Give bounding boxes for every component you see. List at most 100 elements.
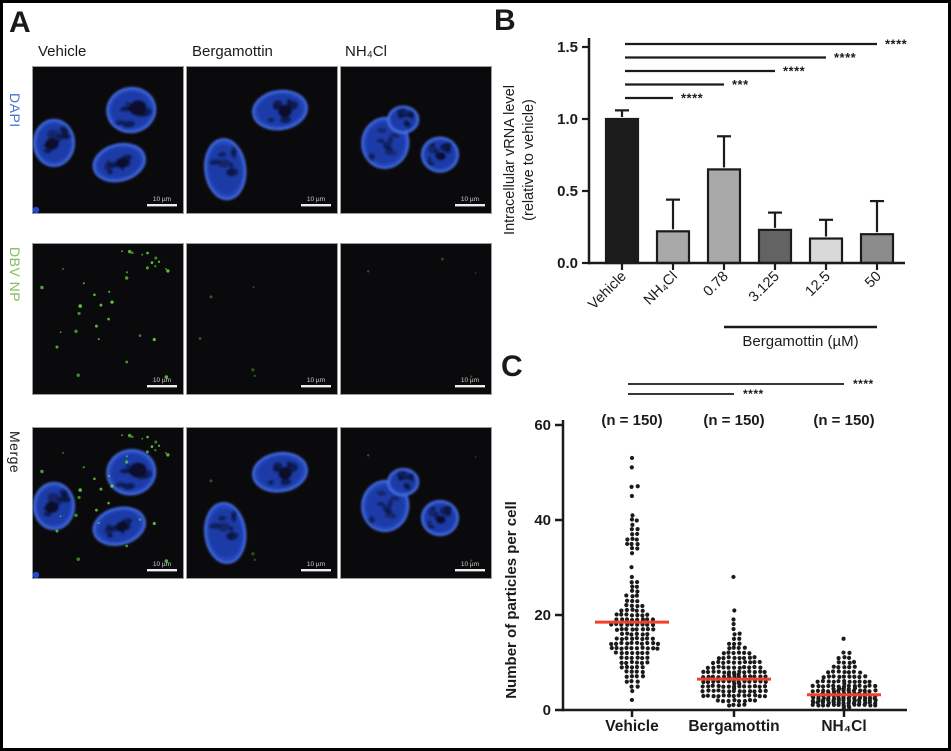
scale-bar — [147, 204, 177, 207]
scale-bar — [455, 385, 485, 388]
column-header-nh4cl: NH₄Cl — [345, 43, 387, 60]
scale-bar — [147, 569, 177, 572]
np-particles-layer — [40, 249, 170, 379]
micrograph-np-nh4cl: 10 µm — [340, 243, 492, 395]
b-y-axis-title-line1: (relative to vehicle) — [521, 99, 537, 221]
bar-group-2 — [706, 135, 742, 265]
scale-bar-label: 10 µm — [153, 377, 171, 384]
bar-0.78 — [706, 168, 742, 265]
nuclei-layer — [361, 467, 460, 537]
c-n-label-1: (n = 150) — [703, 412, 764, 429]
scale-bar — [301, 204, 331, 207]
b-xtick-label-1: NH₄Cl — [641, 269, 681, 309]
bar-Vehicle — [604, 117, 640, 265]
b-xtick-label-0: Vehicle — [585, 269, 629, 313]
c-xtick-label-0: Vehicle — [605, 718, 659, 735]
row-label-dbvnp: DBV NP — [7, 247, 23, 303]
bar-3.125 — [757, 228, 793, 265]
scale-bar — [301, 385, 331, 388]
bar-NH₄Cl — [655, 230, 691, 265]
panel-c-label: C — [501, 350, 523, 383]
b-sig-stars-5: **** — [885, 37, 908, 52]
b-sig-stars-2: *** — [732, 77, 749, 92]
panel-c-beeswarm-chart: 0 20 40 60 Vehicle (n = 150) Bergamottin (n = 1… — [503, 377, 907, 735]
micrograph-merge-vehicle: 10 µm — [32, 427, 184, 579]
c-ytick-label: 40 — [534, 512, 551, 529]
b-ytick-label: 1.5 — [557, 39, 578, 56]
np-particles-layer — [367, 454, 477, 562]
nuclei-layer — [361, 105, 460, 173]
swarm-Bergamottin — [700, 574, 768, 708]
nuclei-layer — [204, 89, 308, 201]
micrograph-merge-bergamottin: 10 µm — [186, 427, 338, 579]
micrograph-np-vehicle: 10 µm — [32, 243, 184, 395]
c-sig-stars-2: **** — [853, 377, 874, 391]
swarm-Vehicle — [609, 455, 661, 703]
micrograph-np-bergamottin: 10 µm — [186, 243, 338, 395]
column-header-vehicle: Vehicle — [38, 43, 87, 60]
np-particles-layer — [40, 433, 170, 563]
c-y-axis-title: Number of particles per cell — [503, 501, 520, 699]
np-particles-layer — [198, 286, 256, 378]
nuclei-layer — [33, 86, 157, 183]
edge-artifact — [33, 206, 40, 213]
b-ytick-label: 0.0 — [557, 255, 578, 272]
bar-group-3 — [757, 211, 793, 265]
scale-bar-label: 10 µm — [153, 196, 171, 203]
micrograph-background — [187, 67, 337, 213]
b-xtick-label-2: 0.78 — [701, 269, 732, 300]
micrograph-background — [187, 428, 337, 578]
panel-a-label: A — [9, 6, 31, 39]
swarm-NH₄Cl — [810, 636, 878, 710]
scale-bar-label: 10 µm — [307, 561, 325, 568]
scale-bar — [455, 569, 485, 572]
micrograph-merge-nh4cl: 10 µm — [340, 427, 492, 579]
c-ytick-label: 60 — [534, 417, 551, 434]
b-sig-stars-4: **** — [834, 50, 857, 65]
c-ytick-label: 0 — [543, 702, 551, 719]
bar-group-5 — [859, 199, 895, 265]
c-xtick-label-1: Bergamottin — [688, 718, 779, 735]
column-header-bergamottin: Bergamottin — [192, 43, 273, 60]
micrograph-background — [187, 244, 337, 394]
c-ytick-label: 20 — [534, 607, 551, 624]
b-xtick-label-4: 12.5 — [803, 269, 834, 300]
micrograph-dapi-nh4cl: 10 µm — [340, 66, 492, 214]
nuclei-layer — [33, 449, 157, 546]
b-ytick-label: 1.0 — [557, 111, 578, 128]
scale-bar-label: 10 µm — [153, 561, 171, 568]
scale-bar-label: 10 µm — [461, 561, 479, 568]
micrograph-dapi-vehicle: 10 µm — [32, 66, 184, 214]
row-label-merge: Merge — [7, 431, 23, 474]
scale-bar-label: 10 µm — [461, 377, 479, 384]
bar-50 — [859, 233, 895, 265]
panel-b-label: B — [494, 4, 516, 37]
micrograph-background — [341, 244, 491, 394]
c-n-label-0: (n = 150) — [601, 412, 662, 429]
scale-bar — [455, 204, 485, 207]
b-sig-stars-1: **** — [681, 91, 704, 106]
bar-12.5 — [808, 237, 844, 265]
np-particles-layer — [209, 479, 256, 562]
edge-artifact — [33, 571, 40, 578]
scale-bar — [147, 385, 177, 388]
b-ytick-label: 0.5 — [557, 183, 578, 200]
bar-group-0 — [604, 109, 640, 265]
c-xtick-label-2: NH₄Cl — [821, 718, 866, 735]
bar-group-4 — [808, 218, 844, 265]
b-group-label: Bergamottin (µM) — [742, 333, 858, 350]
b-y-axis-title-line0: Intracellular vRNA level — [502, 85, 518, 235]
c-sig-stars-1: **** — [743, 387, 764, 401]
b-xtick-label-5: 50 — [862, 269, 885, 292]
scale-bar — [301, 569, 331, 572]
scale-bar-label: 10 µm — [307, 196, 325, 203]
micrograph-dapi-bergamottin: 10 µm — [186, 66, 338, 214]
panel-b-bar-chart: 0.0 0.5 1.0 1.5 Vehicle NH₄Cl 0.78 3.125 12.5 50 *… — [502, 37, 908, 351]
np-particles-layer — [367, 257, 477, 378]
b-sig-stars-3: **** — [783, 64, 806, 79]
scale-bar-label: 10 µm — [461, 196, 479, 203]
nuclei-layer — [204, 451, 308, 565]
row-label-dapi: DAPI — [7, 93, 23, 128]
b-xtick-label-3: 3.125 — [746, 269, 783, 306]
